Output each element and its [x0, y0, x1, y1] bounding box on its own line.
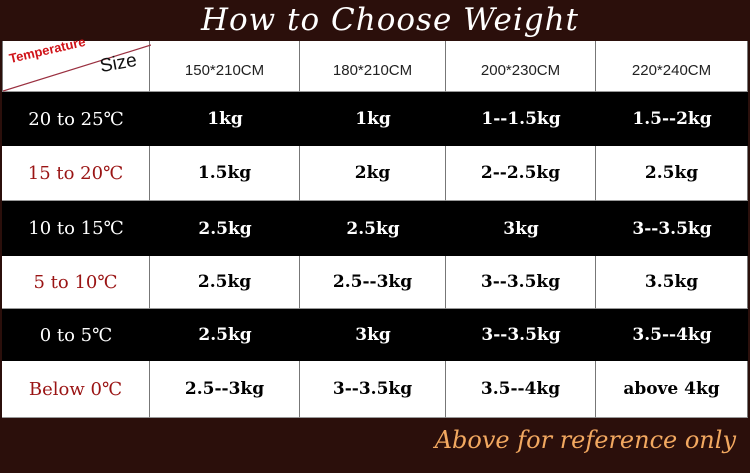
weight-cell: 2.5kg [150, 256, 300, 309]
weight-cell: 1kg [150, 92, 300, 146]
temperature-cell: Below 0℃ [2, 361, 150, 418]
size-header: 150*210CM [150, 41, 300, 92]
weight-cell: 1--1.5kg [446, 92, 596, 146]
temperature-cell: 10 to 15℃ [2, 201, 150, 256]
temperature-cell: 15 to 20℃ [2, 146, 150, 201]
weight-cell: 3.5--4kg [596, 309, 748, 361]
temperature-cell: 5 to 10℃ [2, 256, 150, 309]
weight-cell: 2.5kg [150, 309, 300, 361]
corner-cell: Temperature Size [2, 34, 151, 92]
weight-cell: 2.5--3kg [300, 256, 446, 309]
weight-cell: 3--3.5kg [596, 201, 748, 256]
weight-cell: 2kg [300, 146, 446, 201]
footer-note: Above for reference only [434, 426, 736, 454]
weight-cell: above 4kg [596, 361, 748, 418]
temperature-cell: 20 to 25℃ [2, 92, 150, 146]
weight-cell: 1.5--2kg [596, 92, 748, 146]
weight-cell: 3.5kg [596, 256, 748, 309]
size-header: 220*240CM [596, 41, 748, 92]
diagonal-line [3, 44, 151, 92]
weight-cell: 3--3.5kg [300, 361, 446, 418]
weight-cell: 3kg [446, 201, 596, 256]
weight-cell: 2.5--3kg [150, 361, 300, 418]
temperature-cell: 0 to 5℃ [2, 309, 150, 361]
weight-cell: 3kg [300, 309, 446, 361]
size-header: 180*210CM [300, 41, 446, 92]
weight-cell: 3.5--4kg [446, 361, 596, 418]
weight-cell: 2--2.5kg [446, 146, 596, 201]
weight-cell: 3--3.5kg [446, 256, 596, 309]
weight-cell: 1.5kg [150, 146, 300, 201]
page-title: How to Choose Weight [200, 2, 580, 38]
weight-cell: 2.5kg [596, 146, 748, 201]
size-header: 200*230CM [446, 41, 596, 92]
weight-cell: 2.5kg [300, 201, 446, 256]
weight-cell: 2.5kg [150, 201, 300, 256]
weight-table: Temperature Size 150*210CM 180*210CM 200… [2, 34, 748, 418]
weight-cell: 3--3.5kg [446, 309, 596, 361]
weight-cell: 1kg [300, 92, 446, 146]
